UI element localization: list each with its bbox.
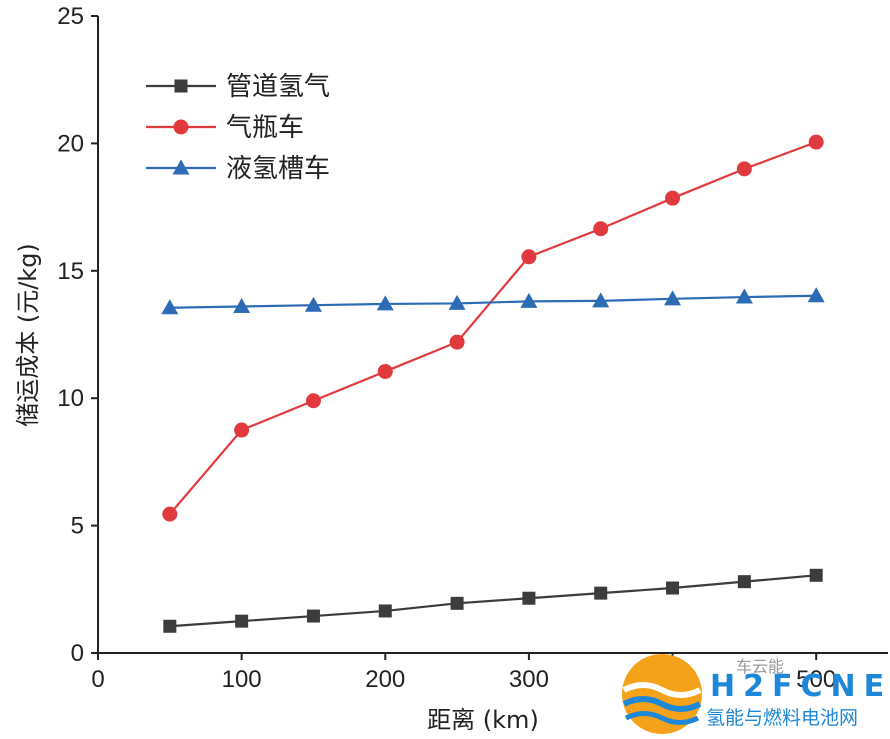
data-point <box>665 190 681 206</box>
series-line <box>169 574 817 628</box>
data-point <box>735 288 753 304</box>
legend-label: 液氢槽车 <box>226 154 330 184</box>
y-tick-label: 25 <box>57 3 84 30</box>
data-point <box>664 290 682 306</box>
data-point <box>737 575 751 589</box>
data-point <box>736 161 752 177</box>
watermark-logo-icon <box>622 654 702 734</box>
data-point <box>306 609 320 623</box>
chart-series <box>161 134 825 633</box>
x-tick-label: 100 <box>222 666 262 693</box>
legend-marker <box>173 119 189 135</box>
y-tick-label: 5 <box>71 513 84 540</box>
watermark-brand: H2FCNET <box>710 669 890 704</box>
series-line <box>168 141 817 515</box>
legend-marker <box>174 79 188 93</box>
series-2 <box>162 134 824 522</box>
data-point <box>450 596 464 610</box>
watermark: 车云能 H2FCNET 氢能与燃料电池网 <box>622 654 890 734</box>
y-tick-label: 20 <box>57 130 84 157</box>
chart-axes <box>97 16 888 654</box>
legend-entry: 液氢槽车 <box>146 154 330 184</box>
legend-entry: 管道氢气 <box>146 72 330 102</box>
watermark-small-text: 车云能 <box>736 657 784 676</box>
data-point <box>521 249 537 265</box>
y-tick-label: 10 <box>57 385 84 412</box>
x-tick-label: 0 <box>91 666 104 693</box>
x-tick-label: 200 <box>365 666 405 693</box>
data-point <box>522 591 536 605</box>
series-1 <box>163 568 823 633</box>
data-point <box>449 334 465 350</box>
x-axis-title: 距离 (km) <box>427 706 539 734</box>
legend-entry: 气瓶车 <box>146 113 304 143</box>
data-point <box>233 297 251 313</box>
data-point <box>807 287 825 303</box>
data-point <box>448 294 466 310</box>
data-point <box>163 619 177 633</box>
data-point <box>305 393 321 409</box>
data-point <box>809 568 823 582</box>
data-point <box>593 221 609 237</box>
data-point <box>234 422 250 438</box>
y-tick-label: 0 <box>71 640 84 667</box>
watermark-subtitle: 氢能与燃料电池网 <box>706 707 858 729</box>
data-point <box>592 292 610 308</box>
series-3 <box>161 287 825 315</box>
data-point <box>161 299 179 315</box>
data-point <box>666 581 680 595</box>
data-point <box>594 586 608 600</box>
data-point <box>304 296 322 312</box>
series-line <box>169 294 817 309</box>
data-point <box>162 506 178 522</box>
legend-label: 管道氢气 <box>226 72 330 102</box>
data-point <box>520 292 538 308</box>
data-point <box>235 614 249 628</box>
chart-ticks: 01002003004005000510152025 <box>57 3 836 693</box>
data-point <box>376 295 394 311</box>
data-point <box>377 363 393 379</box>
data-point <box>808 134 824 150</box>
y-axis-title: 储运成本 (元/kg) <box>14 243 42 427</box>
x-tick-label: 500 <box>796 666 836 693</box>
data-point <box>378 604 392 618</box>
legend-label: 气瓶车 <box>226 113 304 143</box>
y-tick-label: 15 <box>57 258 84 285</box>
legend-marker <box>172 159 190 175</box>
x-tick-label: 300 <box>509 666 549 693</box>
